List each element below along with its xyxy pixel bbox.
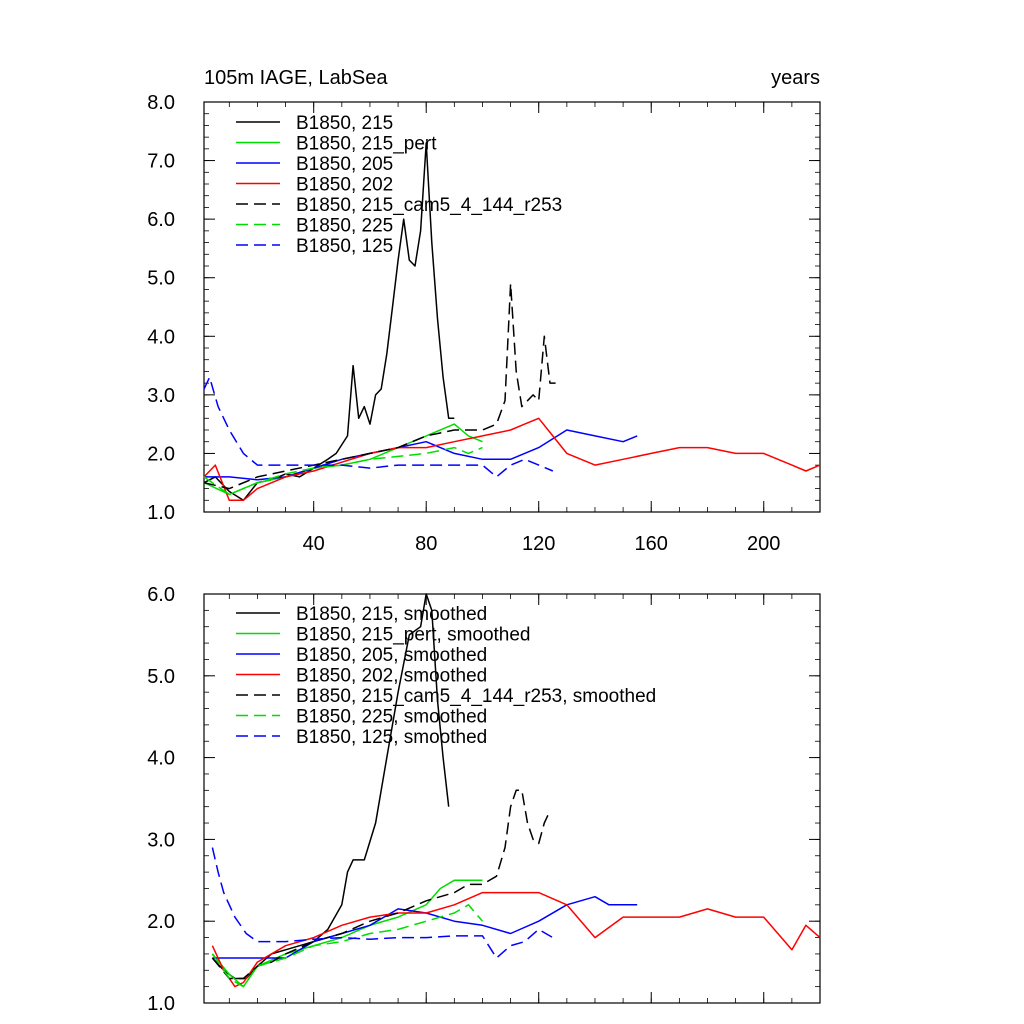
y-tick-label: 3.0 — [147, 385, 175, 407]
legend-label: B1850, 202, smoothed — [296, 666, 487, 687]
legend-label: B1850, 215_cam5_4_144_r253, smoothed — [296, 686, 656, 707]
plot-frame — [203, 593, 821, 1004]
x-tick-label: 160 — [635, 533, 668, 555]
top-panel: 1.0 2.0 3.0 4.0 5.0 6.0 7.0 8.0 40 80 120 160 200 B18… — [147, 92, 821, 555]
chart-title: 105m IAGE, LabSea — [204, 67, 388, 89]
y-tick-label: 4.0 — [147, 748, 175, 770]
y-tick-label: 6.0 — [147, 584, 175, 606]
y-tick-label: 3.0 — [147, 829, 175, 851]
series-line — [204, 429, 638, 481]
x-tick-label: 40 — [303, 533, 325, 555]
series-line — [203, 446, 483, 496]
y-tick-label: 6.0 — [147, 209, 175, 231]
y-tick-label: 1.0 — [147, 502, 175, 524]
y-tick-label: 8.0 — [147, 92, 175, 114]
y-tick-label: 5.0 — [147, 666, 175, 688]
x-tick-label: 80 — [415, 533, 437, 555]
legend-label: B1850, 215_pert — [296, 134, 437, 155]
y-tick-label: 7.0 — [147, 151, 175, 173]
legend-label: B1850, 202 — [296, 175, 393, 196]
y-tick-label: 2.0 — [147, 443, 175, 465]
chart-units: years — [771, 67, 820, 89]
y-tick-label: 5.0 — [147, 268, 175, 290]
legend-label: B1850, 215_pert, smoothed — [296, 625, 531, 646]
y-tick-label: 2.0 — [147, 911, 175, 933]
y-tick-label: 1.0 — [147, 993, 175, 1015]
plot-frame — [203, 101, 821, 513]
series-line — [211, 847, 554, 959]
legend-label: B1850, 205 — [296, 154, 393, 175]
series-line — [203, 282, 556, 490]
legend-label: B1850, 215 — [296, 113, 393, 134]
series-line — [203, 417, 821, 502]
legend-label: B1850, 215, smoothed — [296, 604, 487, 625]
x-tick-label: 120 — [522, 533, 555, 555]
legend-label: B1850, 125 — [296, 236, 393, 257]
legend-label: B1850, 225 — [296, 216, 393, 237]
x-tick-label: 200 — [747, 533, 780, 555]
series-line — [211, 904, 484, 988]
series-line — [211, 879, 483, 988]
legend-label: B1850, 215_cam5_4_144_r253 — [296, 195, 562, 216]
legend-label: B1850, 225, smoothed — [296, 707, 487, 728]
legend-label: B1850, 205, smoothed — [296, 645, 487, 666]
y-tick-label: 4.0 — [147, 326, 175, 348]
series-line — [211, 891, 821, 988]
series-line — [203, 376, 554, 478]
series-line — [211, 789, 551, 980]
legend-label: B1850, 125, smoothed — [296, 727, 487, 748]
